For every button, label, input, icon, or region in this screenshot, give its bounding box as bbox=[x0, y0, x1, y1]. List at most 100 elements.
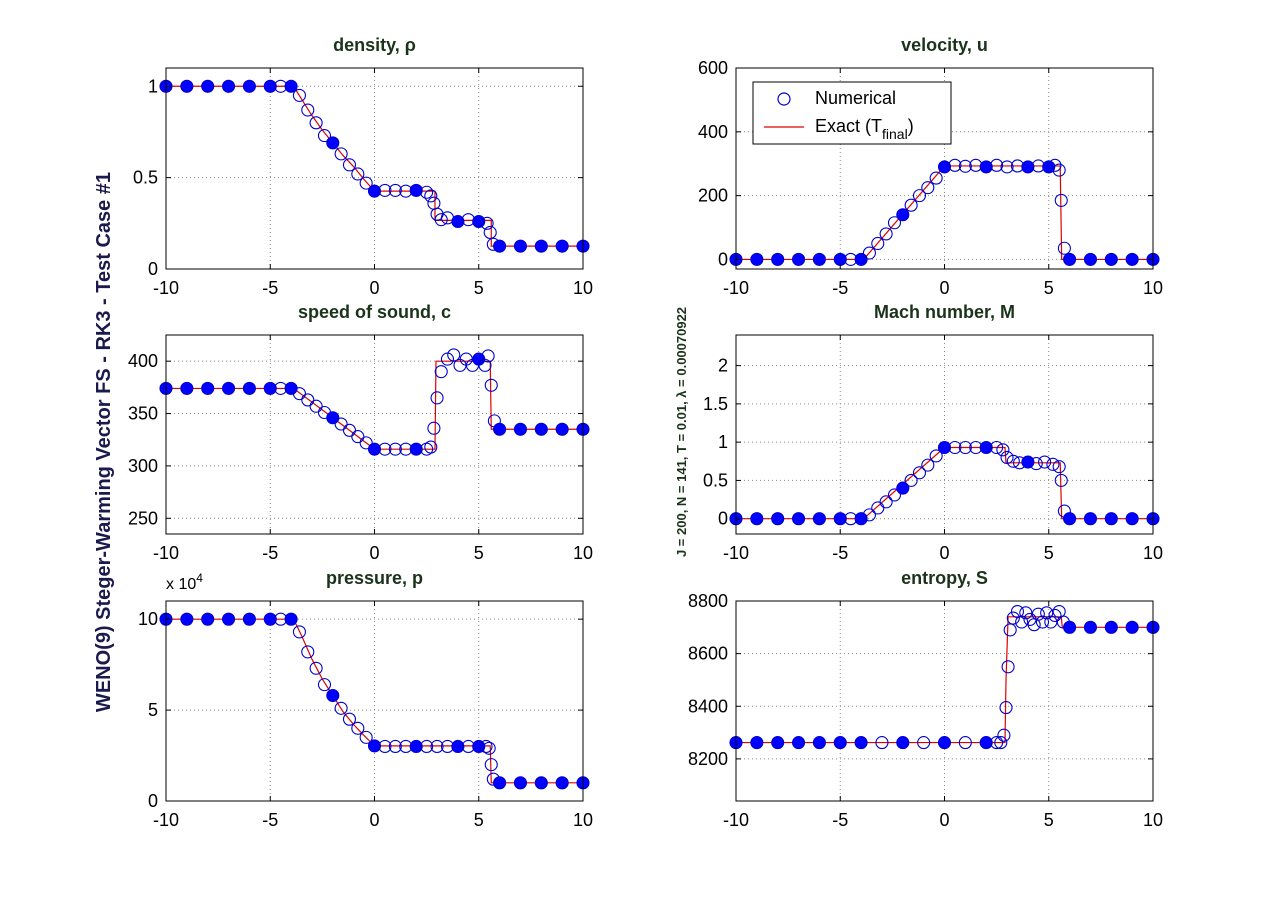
density-numerical-point bbox=[378, 183, 392, 197]
pressure-ytick-label: 5 bbox=[148, 700, 158, 720]
speed-of-sound-numerical-point bbox=[309, 399, 323, 413]
mach-number-numerical-point bbox=[912, 466, 927, 480]
entropy-panel: -10 -5 0 5 10 8200 8400 8600 8800 entropy, S bbox=[688, 568, 1163, 830]
velocity-numerical-point bbox=[812, 252, 826, 266]
legend-exact-label: Exact (Tfinal) bbox=[815, 116, 914, 142]
pressure-numerical-point bbox=[493, 776, 507, 790]
density-numerical-point bbox=[301, 103, 315, 117]
velocity-numerical-point bbox=[871, 236, 885, 251]
entropy-numerical-point bbox=[1035, 615, 1050, 629]
velocity-xtick-label: -5 bbox=[832, 278, 848, 298]
speed-of-sound-ytick-label: 300 bbox=[128, 456, 158, 476]
speed-of-sound-numerical-point bbox=[430, 391, 444, 405]
density-numerical-point bbox=[451, 214, 465, 229]
mach-number-title: Mach number, M bbox=[874, 302, 1015, 322]
pressure-numerical-point bbox=[534, 776, 548, 790]
velocity-numerical-point bbox=[1125, 252, 1139, 266]
velocity-xtick-label: 0 bbox=[939, 278, 949, 298]
velocity-xtick-label: -10 bbox=[723, 278, 749, 298]
speed-of-sound-numerical-point bbox=[180, 381, 194, 395]
mach-number-numerical-point bbox=[979, 440, 993, 455]
entropy-numerical-point bbox=[1001, 660, 1015, 674]
density-numerical-point bbox=[309, 116, 323, 130]
density-xtick-label: 0 bbox=[369, 278, 379, 298]
pressure-numerical-point bbox=[451, 739, 465, 754]
velocity-numerical-point bbox=[912, 189, 927, 203]
pressure-numerical-point bbox=[326, 688, 340, 703]
speed-of-sound-numerical-point bbox=[424, 440, 438, 454]
pressure-numerical-point bbox=[378, 739, 392, 754]
speed-of-sound-xtick-label: 5 bbox=[474, 543, 484, 563]
mach-number-numerical-point bbox=[862, 508, 876, 522]
pressure-numerical-point bbox=[409, 739, 423, 754]
entropy-numerical-point bbox=[1125, 620, 1139, 634]
mach-number-numerical-point bbox=[1006, 454, 1020, 468]
density-numerical-point bbox=[555, 239, 569, 253]
entropy-numerical-point bbox=[1019, 606, 1033, 620]
mach-number-ytick-label: 0 bbox=[718, 509, 728, 529]
density-title: density, ρ bbox=[333, 35, 416, 55]
velocity-numerical-point bbox=[990, 158, 1004, 172]
speed-of-sound-numerical-point bbox=[447, 348, 461, 362]
pressure-exact-line bbox=[166, 618, 583, 784]
density-numerical-point bbox=[222, 79, 236, 93]
entropy-numerical-point bbox=[1104, 620, 1118, 634]
speed-of-sound-title: speed of sound, c bbox=[298, 302, 451, 322]
pressure-numerical-point bbox=[472, 739, 486, 754]
entropy-numerical-point bbox=[1003, 623, 1017, 637]
speed-of-sound-numerical-point bbox=[301, 393, 315, 407]
velocity-numerical-point bbox=[948, 158, 962, 172]
pressure-numerical-point bbox=[388, 739, 402, 754]
entropy-numerical-point bbox=[997, 728, 1011, 742]
density-numerical-point bbox=[342, 158, 357, 172]
figure-info-label: J = 200, N = 141, T = 0.01, λ = 0.000709… bbox=[674, 307, 689, 557]
mach-number-ytick-label: 1.5 bbox=[703, 394, 728, 414]
density-numerical-point bbox=[326, 136, 340, 150]
mach-number-numerical-point bbox=[871, 501, 885, 515]
pressure-numerical-point bbox=[222, 612, 236, 626]
entropy-numerical-point bbox=[1006, 611, 1020, 625]
density-ytick-label: 0.5 bbox=[133, 168, 158, 188]
pressure-panel: -10 -5 0 5 10 0 5 10 x 104 pressure, p bbox=[138, 568, 593, 830]
pressure-ytick-label: 0 bbox=[148, 791, 158, 811]
entropy-numerical-point bbox=[937, 736, 952, 750]
speed-of-sound-numerical-point bbox=[292, 387, 306, 401]
pressure-numerical-point bbox=[420, 739, 434, 754]
pressure-xtick-label: -5 bbox=[262, 810, 278, 830]
entropy-numerical-point bbox=[1083, 620, 1097, 634]
pressure-numerical-point bbox=[479, 739, 493, 754]
density-numerical-point bbox=[472, 214, 486, 229]
speed-of-sound-numerical-point bbox=[378, 442, 392, 456]
velocity-numerical-point bbox=[1063, 252, 1077, 266]
entropy-xtick-label: -5 bbox=[832, 810, 848, 830]
entropy-numerical-point bbox=[896, 736, 910, 750]
density-xtick-label: 10 bbox=[573, 278, 593, 298]
mach-number-numerical-point bbox=[1038, 455, 1052, 469]
density-numerical-point bbox=[409, 183, 423, 197]
density-xtick-label: -10 bbox=[153, 278, 179, 298]
density-ytick-label: 0 bbox=[148, 259, 158, 279]
pressure-numerical-point bbox=[359, 730, 373, 744]
entropy-numerical-point bbox=[771, 736, 785, 750]
speed-of-sound-numerical-point bbox=[326, 411, 340, 425]
mach-number-numerical-point bbox=[996, 443, 1010, 457]
pressure-numerical-point bbox=[180, 612, 194, 626]
speed-of-sound-ytick-label: 250 bbox=[128, 508, 158, 528]
pressure-exponent-label: x 104 bbox=[166, 571, 203, 593]
speed-of-sound-numerical-point bbox=[427, 421, 441, 435]
speed-of-sound-numerical-point bbox=[481, 349, 495, 363]
legend-numerical-marker bbox=[777, 92, 791, 106]
pressure-xtick-label: -10 bbox=[153, 810, 179, 830]
mach-number-ytick-label: 2 bbox=[718, 356, 728, 376]
mach-number-numerical-point bbox=[929, 449, 943, 463]
speed-of-sound-numerical-point bbox=[367, 442, 382, 456]
density-numerical-point bbox=[480, 216, 494, 230]
mach-number-numerical-point bbox=[1000, 450, 1014, 465]
density-panel: -10 -5 0 5 10 0 0.5 1 density, ρ bbox=[133, 35, 593, 298]
entropy-numerical-point bbox=[854, 736, 868, 750]
pressure-numerical-point bbox=[292, 625, 306, 639]
mach-number-numerical-point bbox=[896, 481, 910, 495]
pressure-title: pressure, p bbox=[326, 568, 423, 588]
entropy-numerical-point bbox=[833, 736, 847, 750]
